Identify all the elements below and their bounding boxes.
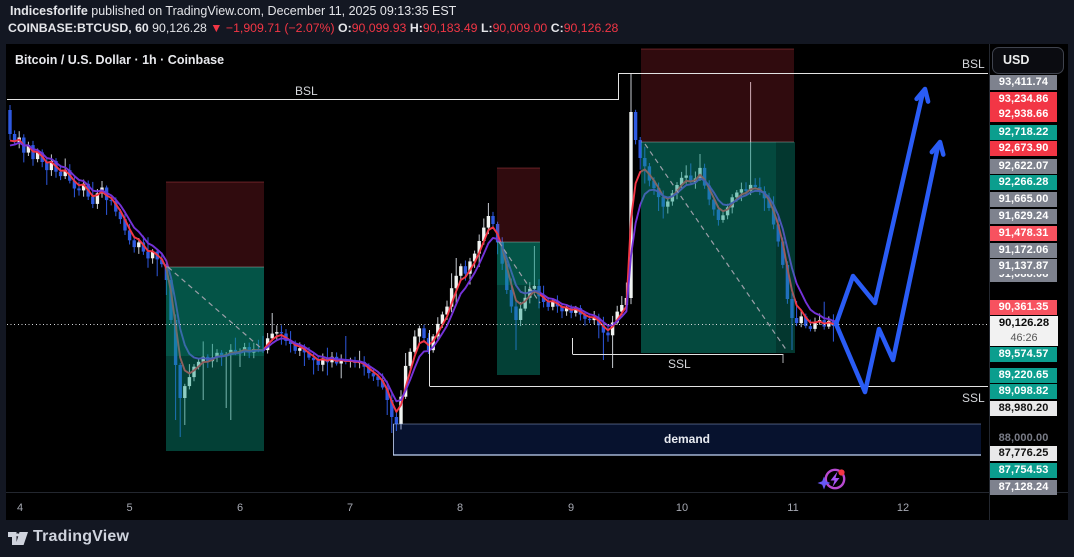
- svg-text:10: 10: [676, 502, 688, 514]
- svg-text:4: 4: [17, 502, 23, 514]
- svg-text:11: 11: [787, 502, 798, 514]
- svg-text:9: 9: [568, 502, 574, 514]
- svg-text:BSL: BSL: [295, 84, 318, 98]
- svg-text:12: 12: [897, 502, 909, 514]
- svg-text:SSL: SSL: [962, 391, 985, 405]
- svg-text:5: 5: [126, 502, 132, 514]
- svg-text:7: 7: [347, 502, 353, 514]
- svg-text:8: 8: [457, 502, 463, 514]
- svg-text:BSL: BSL: [962, 57, 985, 71]
- svg-text:6: 6: [237, 502, 243, 514]
- svg-text:demand: demand: [664, 432, 710, 446]
- svg-text:SSL: SSL: [668, 357, 691, 371]
